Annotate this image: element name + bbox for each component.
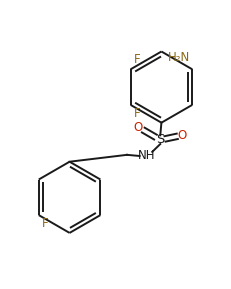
Text: H₂N: H₂N (168, 51, 190, 64)
Text: F: F (42, 217, 49, 230)
Text: O: O (177, 129, 187, 142)
Text: NH: NH (138, 149, 155, 162)
Text: F: F (134, 107, 141, 120)
Text: O: O (134, 121, 143, 134)
Text: S: S (156, 134, 164, 147)
Text: F: F (134, 53, 141, 66)
